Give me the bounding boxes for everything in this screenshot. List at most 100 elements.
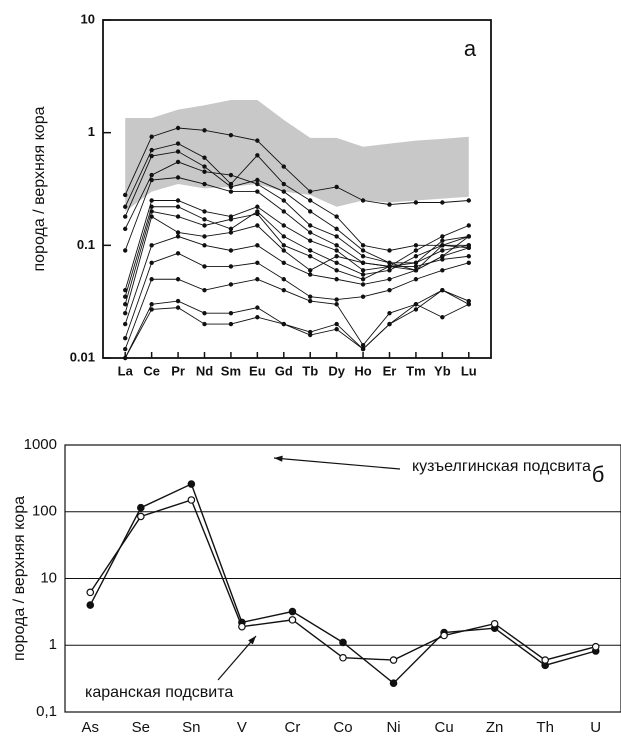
- series-line: [124, 289, 469, 359]
- data-point: [466, 223, 471, 228]
- data-point: [202, 169, 207, 174]
- data-point: [308, 272, 313, 277]
- data-point: [334, 327, 339, 332]
- data-point: [281, 209, 286, 214]
- data-point: [149, 302, 154, 307]
- data-point: [541, 656, 549, 664]
- data-point: [281, 181, 286, 187]
- data-point: [187, 496, 196, 504]
- data-point: [255, 211, 260, 217]
- data-point: [360, 198, 366, 203]
- data-point: [255, 138, 260, 143]
- series-line: [124, 143, 469, 251]
- y-tick-label: 1: [88, 124, 95, 139]
- data-point: [255, 305, 260, 310]
- data-point: [137, 512, 145, 521]
- data-point: [308, 248, 313, 253]
- data-point: [288, 616, 297, 624]
- data-point: [281, 248, 286, 253]
- data-point: [228, 310, 234, 316]
- series-line: [89, 499, 596, 661]
- series-line: [124, 200, 469, 291]
- y-axis-label: порода / верхняя кора: [31, 106, 48, 271]
- data-point: [387, 264, 392, 269]
- data-point: [228, 226, 234, 232]
- x-tick-label: Tb: [302, 363, 318, 378]
- data-point: [175, 204, 181, 209]
- x-tick-label: Ni: [386, 719, 400, 736]
- y-tick-label: 100: [32, 503, 57, 520]
- data-point: [202, 321, 207, 327]
- data-point: [466, 198, 471, 203]
- arrow-head: [248, 636, 256, 645]
- data-point: [228, 189, 234, 194]
- data-point: [202, 155, 207, 160]
- data-point: [255, 277, 260, 282]
- series-annotation: кузъелгинская подсвита: [412, 458, 591, 475]
- data-point: [440, 268, 445, 273]
- y-tick-label: 0,1: [36, 703, 57, 720]
- data-point: [228, 282, 234, 287]
- data-point: [255, 243, 260, 248]
- data-point: [202, 181, 207, 187]
- data-point: [228, 230, 234, 235]
- data-point: [175, 149, 181, 154]
- data-point: [255, 204, 260, 209]
- data-point: [202, 287, 207, 293]
- data-point: [387, 277, 392, 282]
- data-point: [490, 619, 499, 628]
- data-point: [228, 264, 234, 269]
- data-point: [466, 234, 471, 239]
- data-point: [389, 656, 398, 664]
- data-point: [334, 214, 339, 219]
- data-point: [123, 346, 128, 352]
- data-point: [255, 260, 260, 265]
- data-point: [175, 125, 181, 131]
- data-point: [466, 254, 471, 259]
- data-point: [175, 141, 181, 146]
- data-point: [175, 230, 181, 235]
- data-point: [334, 260, 339, 265]
- data-point: [149, 204, 154, 209]
- data-point: [123, 335, 128, 341]
- data-point: [308, 189, 313, 194]
- data-point: [175, 198, 181, 203]
- data-point: [387, 310, 392, 316]
- data-point: [175, 159, 181, 165]
- data-point: [149, 172, 154, 178]
- data-point: [228, 217, 234, 222]
- data-point: [137, 503, 145, 512]
- data-point: [149, 307, 154, 312]
- plot-frame: [102, 19, 492, 359]
- data-point: [387, 321, 392, 327]
- data-point: [308, 254, 313, 259]
- x-tick-label: U: [590, 719, 601, 736]
- data-point: [440, 287, 445, 293]
- x-tick-label: Co: [333, 719, 352, 736]
- data-point: [440, 238, 445, 243]
- annotation-arrow: [273, 457, 401, 470]
- series-line: [124, 177, 469, 267]
- data-point: [123, 248, 128, 253]
- x-tick-label: Se: [132, 719, 150, 736]
- y-axis-label: порода / верхняя кора: [11, 496, 28, 661]
- data-point: [413, 200, 419, 205]
- data-point: [466, 298, 471, 304]
- data-point: [334, 302, 339, 307]
- data-point: [387, 260, 392, 265]
- y-tick-label: 0.1: [77, 237, 95, 252]
- x-tick-label: Yb: [434, 363, 451, 378]
- data-point: [123, 310, 128, 316]
- data-point: [413, 243, 419, 248]
- data-point: [308, 230, 313, 235]
- data-point: [281, 243, 286, 248]
- data-point: [123, 321, 128, 327]
- range-band: [125, 99, 469, 212]
- x-tick-label: Tm: [406, 363, 426, 378]
- data-point: [360, 248, 366, 253]
- x-tick-label: Ho: [354, 363, 371, 378]
- x-tick-label: Cr: [285, 719, 301, 736]
- data-point: [413, 254, 419, 259]
- data-point: [123, 302, 128, 307]
- series-line: [124, 215, 469, 314]
